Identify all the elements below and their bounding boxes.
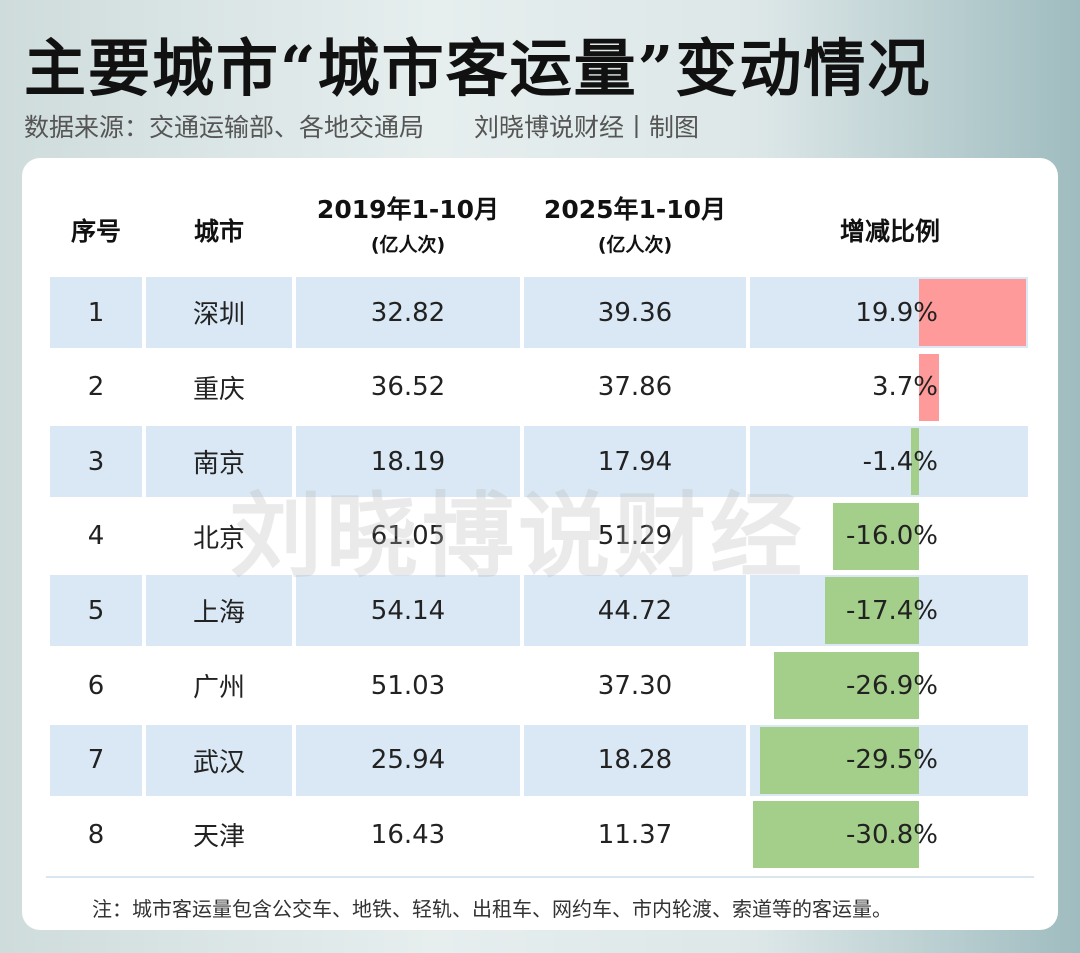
change-bar — [825, 577, 919, 645]
cell-city: 深圳 — [146, 277, 292, 348]
cell-v2019: 16.43 — [370, 819, 446, 850]
cell-city: 天津 — [192, 822, 245, 853]
cell-v2019: 36.52 — [370, 372, 446, 403]
cell-v2025: 11.37 — [597, 819, 673, 850]
cell-v2025: 18.28 — [524, 724, 746, 796]
header-unit: (亿人次) — [597, 234, 673, 256]
change-label: -17.4% — [846, 595, 938, 626]
cell-v2025: 37.30 — [597, 670, 673, 701]
cell-city: 上海 — [146, 575, 292, 647]
header-2025: 2025年1-10月 (亿人次) — [524, 190, 746, 257]
change-label: 19.9% — [855, 297, 938, 328]
cell-city: 重庆 — [192, 374, 245, 405]
header-2019-label: 2019年1-10月 — [316, 195, 500, 224]
cell-rank: 1 — [50, 277, 142, 348]
cell-rank: 3 — [50, 426, 142, 498]
change-bar — [759, 726, 919, 794]
change-label: -30.8% — [846, 819, 938, 850]
change-label: 3.7% — [871, 372, 938, 403]
cell-rank: 7 — [50, 724, 142, 796]
cell-v2019: 32.82 — [296, 277, 520, 348]
cell-v2019: 18.19 — [296, 426, 520, 498]
header-2019: 2019年1-10月 (亿人次) — [296, 190, 520, 257]
table-row: 6 广州 51.03 37.30 -26.9% — [50, 650, 1030, 721]
cell-city: 南京 — [146, 426, 292, 498]
cell-v2025: 37.86 — [597, 372, 673, 403]
cell-rank: 5 — [50, 575, 142, 647]
subtitle: 数据来源：交通运输部、各地交通局 刘晓博说财经丨制图 — [24, 108, 749, 144]
cell-v2025: 39.36 — [524, 277, 746, 348]
cell-v2025: 17.94 — [524, 426, 746, 498]
cell-city: 北京 — [192, 523, 245, 554]
table-row: 1 深圳 32.82 39.36 19.9% — [50, 277, 1030, 348]
page-title: 主要城市“城市客运量”变动情况 — [24, 32, 932, 105]
table-row: 5 上海 54.14 44.72 -17.4% — [50, 575, 1030, 647]
change-label: -26.9% — [846, 670, 938, 701]
table-row: 8 天津 16.43 11.37 -30.8% — [50, 799, 1030, 870]
cell-city: 武汉 — [146, 724, 292, 796]
cell-v2019: 61.05 — [370, 521, 446, 552]
credit: 刘晓博说财经丨制图 — [474, 113, 700, 142]
footnote: 注：城市客运量包含公交车、地铁、轻轨、出租车、网约车、市内轮渡、索道等的客运量。 — [92, 897, 892, 921]
cell-rank: 6 — [87, 670, 105, 701]
divider — [46, 876, 1034, 878]
change-label: -16.0% — [846, 521, 938, 552]
table-row: 2 重庆 36.52 37.86 3.7% — [50, 352, 1030, 423]
header-rank: 序号 — [70, 217, 121, 246]
change-bar — [773, 652, 919, 719]
cell-rank: 4 — [87, 521, 105, 552]
cell-v2019: 25.94 — [296, 724, 520, 796]
cell-v2025: 51.29 — [597, 521, 673, 552]
cell-rank: 2 — [87, 372, 105, 403]
header-2025-label: 2025年1-10月 — [543, 195, 727, 224]
change-bar — [919, 279, 1027, 346]
header-change: 增减比例 — [839, 217, 940, 246]
cell-v2019: 51.03 — [370, 670, 446, 701]
table-row: 7 武汉 25.94 18.28 -29.5% — [50, 724, 1030, 796]
cell-v2025: 44.72 — [524, 575, 746, 647]
cell-v2019: 54.14 — [296, 575, 520, 647]
header-unit: (亿人次) — [370, 234, 446, 256]
change-bar — [832, 502, 919, 570]
cell-change — [750, 426, 1028, 498]
header-city: 城市 — [193, 217, 244, 246]
table-row: 4 北京 61.05 51.29 -16.0% — [50, 501, 1030, 572]
change-label: -1.4% — [862, 446, 938, 477]
change-bar — [919, 353, 939, 421]
change-bar — [752, 801, 919, 869]
source: 数据来源：交通运输部、各地交通局 — [24, 113, 425, 142]
change-bar — [911, 428, 919, 496]
table-row: 3 南京 18.19 17.94 -1.4% — [50, 426, 1030, 498]
change-label: -29.5% — [846, 745, 938, 776]
cell-city: 广州 — [192, 673, 245, 703]
cell-rank: 8 — [87, 819, 105, 850]
